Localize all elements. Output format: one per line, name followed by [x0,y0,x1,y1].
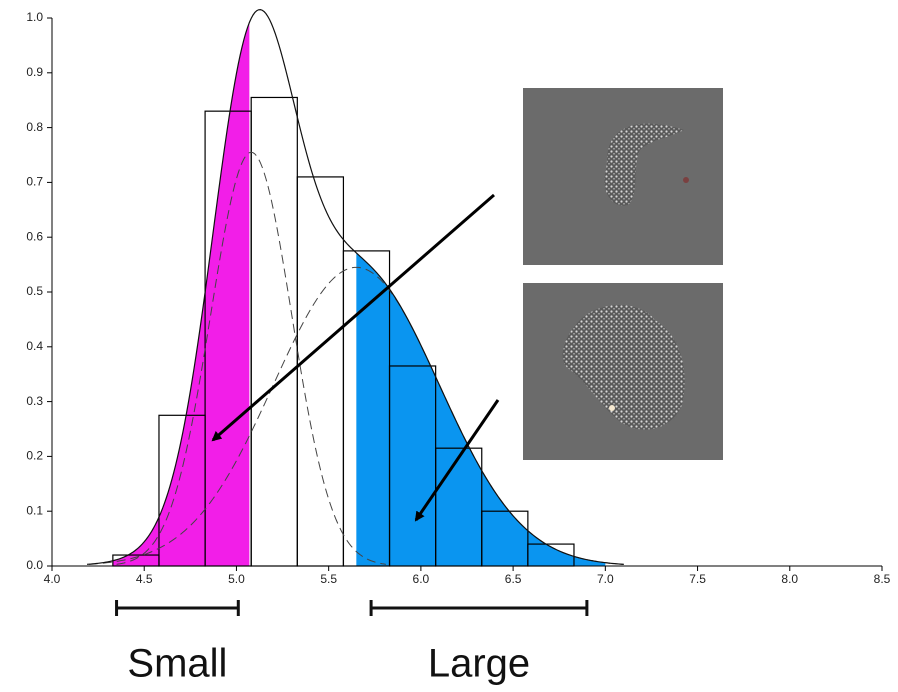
arrow [211,193,495,442]
x-tick-label: 7.5 [689,572,706,586]
y-tick-label: 0.1 [26,503,43,517]
x-tick-label: 4.5 [136,572,153,586]
x-tick-label: 7.0 [597,572,614,586]
y-tick-label: 0.6 [26,229,43,243]
y-tick-label: 0.7 [26,175,43,189]
x-tick-label: 5.0 [228,572,245,586]
bar-fill [297,176,344,567]
micrograph-small [523,88,723,265]
x-tick-label: 6.0 [413,572,430,586]
y-tick-label: 0.3 [26,394,43,408]
x-tick-label: 8.5 [874,572,891,586]
component-curve [88,266,624,565]
y-tick-label: 0.9 [26,65,43,79]
shaded-region [356,252,606,566]
x-tick-label: 4.0 [44,572,61,586]
bar-fill [251,97,298,567]
y-tick-label: 0.0 [26,558,43,572]
plot-area: 0.0 0.1 0.2 0.3 0.4 0.5 0.6 0.7 0.8 0.9 1.0 4.0 4.5 5… [26,9,891,686]
x-tick-label: 6.5 [505,572,522,586]
range-label: Small [127,642,227,686]
y-tick-label: 0.4 [26,339,43,353]
micrograph-large [523,283,723,460]
x-tick-label: 5.5 [320,572,337,586]
x-tick-label: 8.0 [781,572,798,586]
range-label: Large [428,642,530,686]
y-tick-label: 0.8 [26,120,43,134]
arrow [414,399,500,522]
component-curve [116,151,386,565]
fitted-curve [86,9,624,565]
y-tick-label: 1.0 [26,10,43,24]
y-tick-label: 0.2 [26,449,43,463]
shaded-region [112,22,250,566]
y-tick-label: 0.5 [26,284,43,298]
